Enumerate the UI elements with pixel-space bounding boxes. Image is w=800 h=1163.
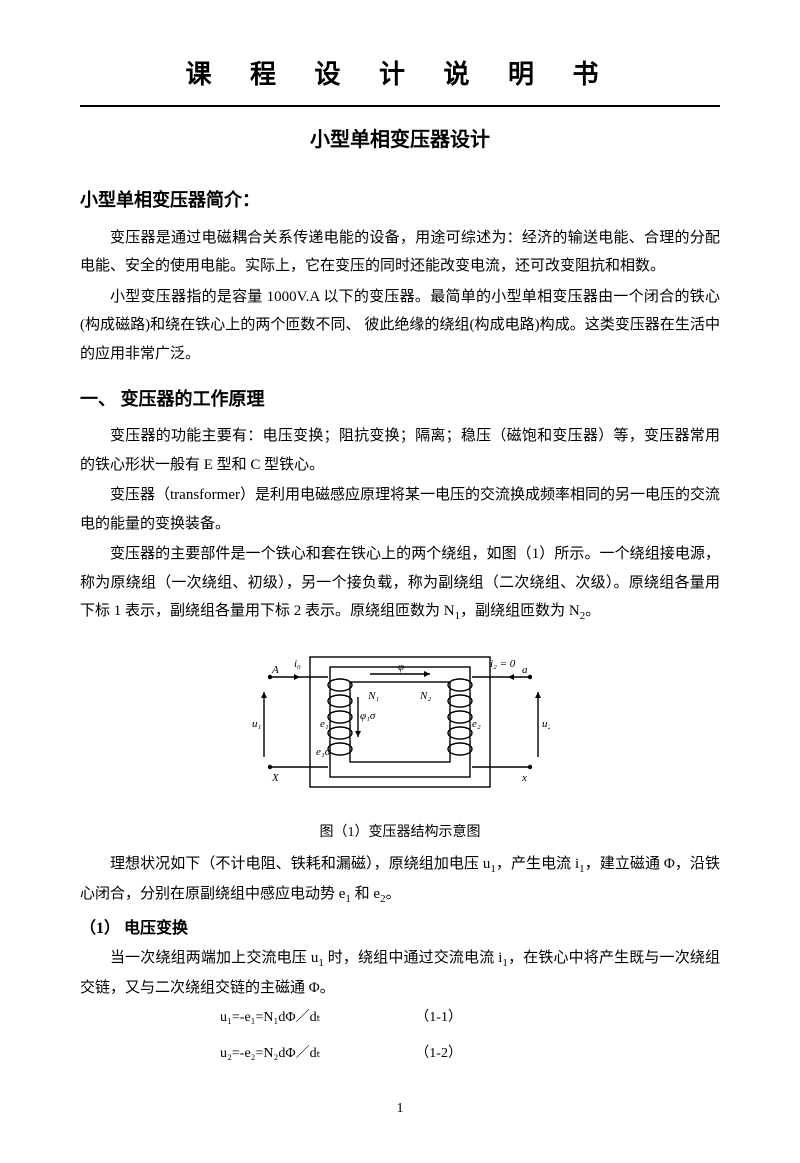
svg-text:x: x (521, 772, 527, 784)
svg-text:e₂: e₂ (472, 718, 481, 730)
intro-heading: 小型单相变压器简介： (80, 183, 720, 217)
svg-text:φ₁σ: φ₁σ (360, 710, 376, 722)
svg-text:φ: φ (398, 661, 404, 673)
svg-text:N₁: N₁ (367, 690, 379, 702)
section1-p2: 变压器（transformer）是利用电磁感应原理将某一电压的交流换成频率相同的… (80, 481, 720, 538)
ideal-para: 理想状况如下（不计电阻、铁耗和漏磁），原绕组加电压 u1，产生电流 i1，建立磁… (80, 850, 720, 910)
equation-1-2: u₂=-e₂=N₂dΦ／dₜ （1-2） (220, 1041, 720, 1068)
svg-text:X: X (271, 772, 280, 784)
sub1-para: 当一次绕组两端加上交流电压 u1 时，绕组中通过交流电流 i1，在铁心中将产生既… (80, 944, 720, 1002)
svg-text:u₂₀: u₂₀ (542, 718, 550, 730)
figure-caption: 图（1）变压器结构示意图 (80, 820, 720, 847)
svg-text:i₀: i₀ (294, 658, 301, 670)
svg-text:e₁: e₁ (320, 718, 329, 730)
intro-p1: 变压器是通过电磁耦合关系传递电能的设备，用途可综述为：经济的输送电能、合理的分配… (80, 224, 720, 281)
figure-transformer: A Xa x i₀ i₂ = 0 u₁ u₂₀ N₁ N₂ e₁ e₂ e₁σ φ φ₁σ (80, 637, 720, 818)
svg-text:N₂: N₂ (419, 690, 431, 702)
equation-1-1: u₁=-e₁=N₁dΦ／dₜ （1-1） (220, 1005, 720, 1032)
main-title: 课 程 设 计 说 明 书 (80, 50, 720, 107)
intro-p2: 小型变压器指的是容量 1000V.A 以下的变压器。最简单的小型单相变压器由一个… (80, 283, 720, 369)
sub1-heading: （1） 电压变换 (80, 914, 720, 944)
svg-text:a: a (522, 664, 528, 676)
subtitle: 小型单相变压器设计 (80, 121, 720, 159)
section1-p3: 变压器的主要部件是一个铁心和套在铁心上的两个绕组，如图（1）所示。一个绕组接电源… (80, 540, 720, 627)
section1-heading: 一、 变压器的工作原理 (80, 382, 720, 416)
svg-text:e₁σ: e₁σ (316, 746, 331, 758)
svg-text:i₂ = 0: i₂ = 0 (490, 658, 516, 670)
svg-text:u₁: u₁ (252, 718, 262, 730)
svg-text:A: A (271, 664, 279, 676)
transformer-svg: A Xa x i₀ i₂ = 0 u₁ u₂₀ N₁ N₂ e₁ e₂ e₁σ φ φ₁σ (250, 637, 550, 807)
section1-p1: 变压器的功能主要有：电压变换；阻抗变换；隔离；稳压（磁饱和变压器）等，变压器常用… (80, 422, 720, 479)
page-number: 1 (80, 1096, 720, 1123)
